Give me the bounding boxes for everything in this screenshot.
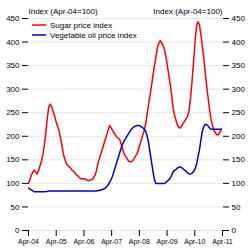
svg-text:Apr-07: Apr-07 — [101, 238, 122, 246]
svg-text:50: 50 — [232, 203, 241, 212]
svg-text:50: 50 — [11, 203, 20, 212]
svg-text:400: 400 — [6, 38, 20, 47]
svg-text:250: 250 — [6, 108, 20, 117]
svg-text:300: 300 — [232, 85, 246, 94]
svg-text:0: 0 — [232, 226, 237, 235]
svg-text:100: 100 — [6, 179, 20, 188]
svg-text:Apr-05: Apr-05 — [46, 238, 67, 246]
svg-text:150: 150 — [232, 155, 246, 164]
svg-text:350: 350 — [232, 61, 246, 70]
svg-text:450: 450 — [6, 14, 20, 23]
svg-text:200: 200 — [6, 132, 20, 141]
svg-text:200: 200 — [232, 132, 246, 141]
svg-text:Index (Apr-04=100): Index (Apr-04=100) — [153, 7, 222, 16]
svg-text:Vegetable oil price index: Vegetable oil price index — [50, 31, 137, 40]
svg-text:Apr-09: Apr-09 — [157, 238, 178, 246]
svg-text:0: 0 — [15, 226, 20, 235]
svg-text:Sugar price index: Sugar price index — [50, 21, 112, 30]
svg-text:300: 300 — [6, 85, 20, 94]
svg-text:Apr-10: Apr-10 — [184, 238, 205, 246]
svg-text:Apr-04: Apr-04 — [18, 238, 39, 246]
svg-text:450: 450 — [232, 14, 246, 23]
svg-text:Apr-08: Apr-08 — [129, 238, 150, 246]
svg-text:100: 100 — [232, 179, 246, 188]
svg-text:400: 400 — [232, 38, 246, 47]
svg-text:Index (Apr-04=100): Index (Apr-04=100) — [29, 7, 98, 16]
svg-text:Apr-11: Apr-11 — [212, 238, 233, 246]
svg-text:150: 150 — [6, 155, 20, 164]
svg-text:250: 250 — [232, 108, 246, 117]
svg-text:Apr-06: Apr-06 — [73, 238, 94, 246]
svg-text:350: 350 — [6, 61, 20, 70]
